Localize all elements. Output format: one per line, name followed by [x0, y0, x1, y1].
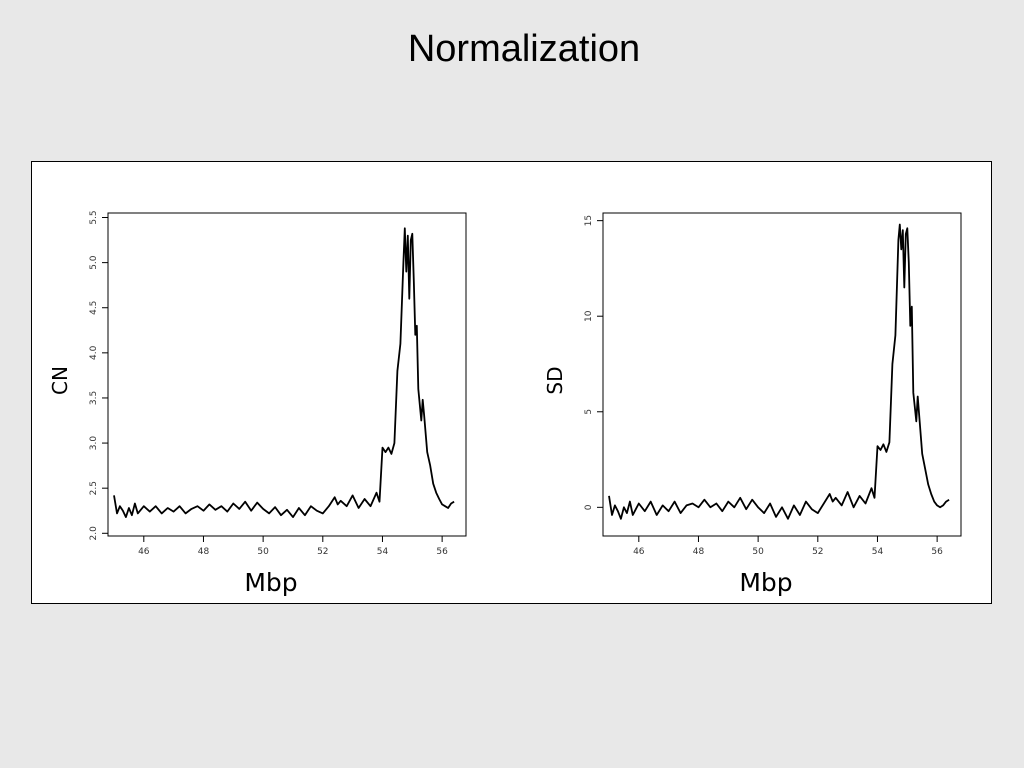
cn-plot: 46 48 50 52 54 56 2.0 2.5 3.0 3.5 4.0 4.5 5.0 5.5 Mbp C… [48, 210, 467, 597]
figure-frame: 46 48 50 52 54 56 2.0 2.5 3.0 3.5 4.0 4.5 5.0 5.5 Mbp C… [31, 161, 992, 604]
cn-x-tick-label: 56 [436, 547, 448, 557]
cn-y-tick-label: 5.0 [89, 255, 99, 270]
cn-series-line [113, 227, 455, 519]
sd-plot-box [602, 212, 962, 537]
cn-y-tick-label: 2.0 [89, 526, 99, 541]
cn-x-tick-label: 48 [198, 547, 210, 557]
sd-x-tick-label: 56 [931, 547, 943, 557]
cn-y-tick-label: 2.5 [89, 481, 99, 495]
cn-y-tick-label: 3.5 [89, 391, 99, 405]
sd-x-tick-label: 52 [812, 547, 823, 557]
sd-x-axis-title: Mbp [739, 568, 792, 597]
cn-x-axis-title: Mbp [244, 568, 297, 597]
cn-x-tick-label: 46 [138, 547, 150, 557]
sd-y-tick-label: 15 [584, 215, 594, 226]
sd-x-tick-label: 46 [633, 547, 645, 557]
cn-y-tick-label: 3.0 [89, 436, 99, 451]
sd-plot: 46 48 50 52 54 56 0 5 10 15 Mbp SD [543, 212, 962, 597]
cn-x-tick-label: 50 [257, 547, 269, 557]
cn-y-axis-title: CN [48, 366, 72, 395]
sd-series-line [608, 223, 950, 520]
sd-y-tick-label: 5 [584, 409, 594, 415]
sd-y-axis-title: SD [543, 366, 567, 394]
cn-y-tick-label: 4.0 [89, 345, 99, 360]
sd-x-tick-label: 54 [872, 547, 884, 557]
cn-y-tick-label: 5.5 [89, 210, 99, 224]
cn-plot-box [107, 212, 467, 537]
cn-x-tick-label: 54 [377, 547, 389, 557]
sd-y-tick-label: 10 [584, 310, 594, 322]
cn-y-tick-label: 4.5 [89, 301, 99, 315]
slide-title: Normalization [407, 28, 641, 70]
cn-x-tick-label: 52 [317, 547, 328, 557]
sd-x-tick-label: 48 [693, 547, 705, 557]
sd-y-tick-label: 0 [584, 504, 594, 510]
sd-x-tick-label: 50 [752, 547, 764, 557]
